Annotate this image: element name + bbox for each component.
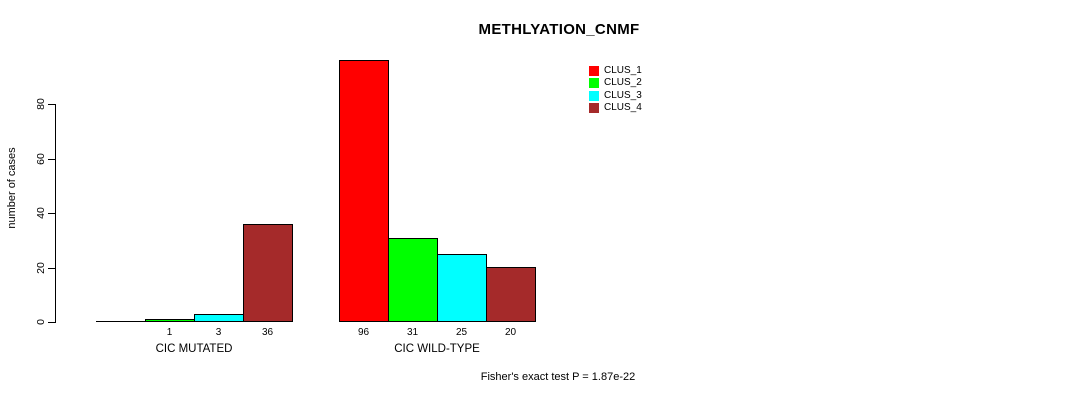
legend-item: CLUS_1: [589, 66, 642, 76]
bar-value-label: 20: [504, 327, 517, 338]
legend-label: CLUS_2: [604, 77, 642, 89]
y-axis-line: [55, 104, 56, 323]
legend-label: CLUS_3: [604, 89, 642, 101]
bar-value-label: 25: [455, 327, 468, 338]
bar-value-label: 1: [166, 327, 173, 338]
legend: CLUS_1 CLUS_2 CLUS_3 CLUS_4: [589, 66, 642, 116]
legend-item: CLUS_2: [589, 77, 642, 89]
legend-item: CLUS_4: [589, 102, 642, 114]
legend-swatch-icon: [589, 66, 599, 76]
legend-swatch-icon: [589, 90, 599, 101]
bar-clus_1-zero: [96, 321, 146, 322]
legend-label: CLUS_4: [604, 102, 642, 114]
bar-clus_4: [486, 267, 536, 322]
bar-clus_2: [145, 319, 195, 322]
bar-clus_3: [194, 314, 244, 322]
legend-swatch-icon: [589, 103, 599, 114]
legend-label: CLUS_1: [604, 65, 642, 76]
bar-clus_3: [437, 254, 487, 322]
y-axis-tick: [48, 268, 55, 269]
y-axis-tick: [48, 104, 55, 105]
fisher-test-annotation: Fisher's exact test P = 1.87e-22: [480, 371, 636, 383]
legend-item: CLUS_3: [589, 89, 642, 101]
y-axis-tick: [48, 159, 55, 160]
chart-title: METHLYATION_CNMF: [478, 21, 640, 38]
bar-value-label: 96: [357, 327, 370, 338]
bar-clus_2: [388, 238, 438, 322]
y-axis-tick: [48, 322, 55, 323]
x-category-label: CIC MUTATED: [155, 343, 233, 355]
y-axis-tick: [48, 213, 55, 214]
bar-value-label: 31: [406, 327, 419, 338]
bar-clus_4: [243, 224, 293, 322]
bar-value-label: 36: [261, 327, 274, 338]
legend-swatch-icon: [589, 78, 599, 89]
x-category-label: CIC WILD-TYPE: [394, 343, 480, 355]
bar-clus_1: [339, 60, 389, 322]
bar-value-label: 3: [215, 327, 222, 338]
